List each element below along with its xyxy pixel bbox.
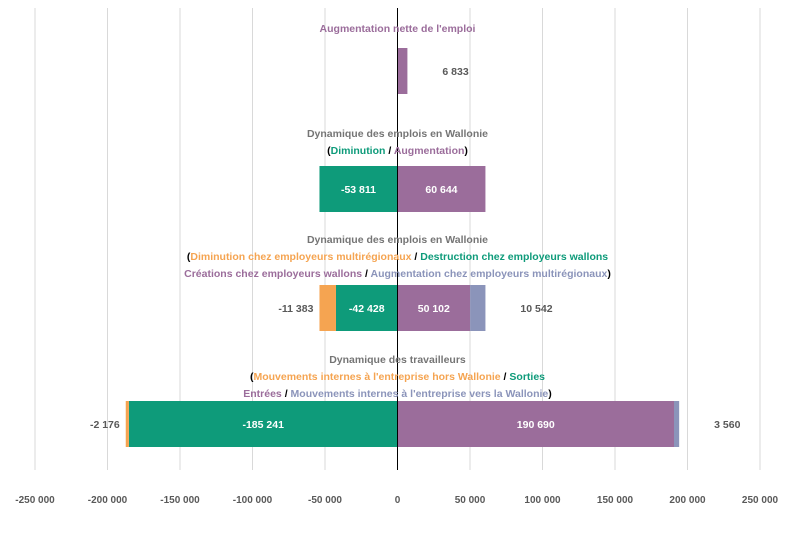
- title-fragment: Dynamique des emplois en Wallonie: [307, 128, 488, 140]
- bar-segment: [319, 285, 336, 331]
- group-title-line: Créations chez employeurs wallons / Augm…: [184, 268, 611, 280]
- title-fragment: ): [548, 388, 552, 400]
- title-fragment: /: [362, 268, 370, 280]
- bar-segment: [319, 166, 398, 212]
- title-fragment: /: [282, 388, 291, 400]
- x-tick-label: -100 000: [233, 495, 273, 506]
- group-title-line: Dynamique des emplois en Wallonie: [307, 234, 488, 246]
- data-label: -11 383: [278, 303, 313, 315]
- title-fragment: Mouvements internes à l'entreprise vers …: [291, 388, 549, 400]
- bars: [125, 8, 680, 470]
- title-fragment: Dynamique des travailleurs: [329, 354, 466, 366]
- data-label: 190 690: [517, 419, 555, 431]
- x-axis-ticks: -250 000 -200 000 -150 000 -100 000 -50 000 0…: [15, 495, 778, 506]
- bar-segment: [397, 48, 408, 94]
- title-fragment: (: [327, 145, 331, 157]
- data-labels: 6 833 -53 811 60 644 -42 428 -11 383 50 102 10…: [90, 66, 741, 431]
- data-label: -185 241: [242, 419, 284, 431]
- group-title-line: Augmentation nette de l'emploi: [320, 23, 476, 35]
- bar-segment: [128, 401, 398, 447]
- bar-segment: [470, 285, 486, 331]
- grid: [34, 8, 761, 470]
- data-label: 6 833: [442, 66, 468, 78]
- group-title-line: Dynamique des emplois en Wallonie: [307, 128, 488, 140]
- data-label: -42 428: [349, 303, 385, 315]
- bar-segment: [674, 401, 680, 447]
- title-fragment: Destruction chez employeurs wallons: [420, 251, 608, 263]
- data-label: 3 560: [714, 419, 740, 431]
- bar-segment: [397, 401, 675, 447]
- title-fragment: Diminution: [331, 145, 386, 157]
- group-title-line: Dynamique des travailleurs: [329, 354, 466, 366]
- title-fragment: Diminution chez employeurs multirégionau…: [190, 251, 411, 263]
- data-label: -2 176: [90, 419, 120, 431]
- title-fragment: Sorties: [509, 371, 545, 383]
- data-label: 50 102: [418, 303, 450, 315]
- x-tick-label: 250 000: [742, 495, 779, 506]
- group-titles: Augmentation nette de l'emploi Dynamique …: [184, 23, 611, 400]
- x-tick-label: -200 000: [88, 495, 128, 506]
- group-title-line: (Diminution / Augmentation): [327, 145, 468, 157]
- title-fragment: (: [187, 251, 191, 263]
- title-fragment: Augmentation chez employeurs multirégion…: [370, 268, 607, 280]
- title-fragment: Augmentation: [394, 145, 465, 157]
- x-tick-label: 100 000: [524, 495, 561, 506]
- group-title-line: (Mouvements internes à l'entreprise hors…: [250, 371, 545, 383]
- title-fragment: ): [464, 145, 468, 157]
- data-label: -53 811: [341, 184, 376, 196]
- title-fragment: ): [607, 268, 611, 280]
- x-tick-label: -50 000: [308, 495, 342, 506]
- data-label: 60 644: [425, 184, 457, 196]
- group-title-line: (Diminution chez employeurs multirégiona…: [187, 251, 608, 263]
- title-fragment: (: [250, 371, 254, 383]
- title-fragment: /: [385, 145, 393, 157]
- bar-segment: [397, 166, 486, 212]
- x-tick-label: -250 000: [15, 495, 55, 506]
- title-fragment: Augmentation nette de l'emploi: [320, 23, 476, 35]
- bar-segment: [335, 285, 398, 331]
- x-tick-label: -150 000: [160, 495, 200, 506]
- title-fragment: Dynamique des emplois en Wallonie: [307, 234, 488, 246]
- bar-segment: [397, 285, 471, 331]
- x-tick-label: 50 000: [455, 495, 486, 506]
- title-fragment: Entrées: [243, 388, 282, 400]
- x-tick-label: 200 000: [669, 495, 706, 506]
- data-label: 10 542: [520, 303, 552, 315]
- title-fragment: /: [411, 251, 420, 263]
- group-title-line: Entrées / Mouvements internes à l'entrep…: [243, 388, 552, 400]
- title-fragment: /: [501, 371, 510, 383]
- bar-segment: [125, 401, 129, 447]
- title-fragment: Créations chez employeurs wallons: [184, 268, 362, 280]
- title-fragment: Mouvements internes à l'entreprise hors …: [253, 371, 500, 383]
- x-tick-label: 0: [395, 495, 401, 506]
- x-tick-label: 150 000: [597, 495, 634, 506]
